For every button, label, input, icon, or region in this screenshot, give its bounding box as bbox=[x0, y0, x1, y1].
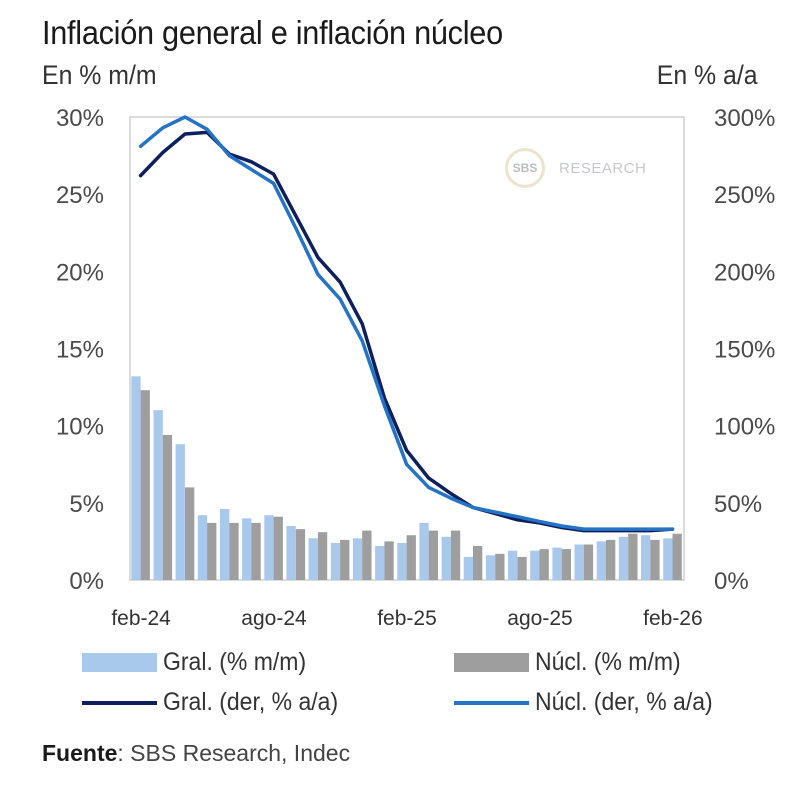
bar-gral-mm-dic-24 bbox=[352, 538, 363, 580]
bar-gral-mm-jun-25 bbox=[485, 555, 496, 580]
bar-nucl-mm-jul-24 bbox=[251, 522, 261, 580]
legend-item-gral-aa: Gral. (der, % a/a) bbox=[82, 688, 353, 717]
source-label: Fuente bbox=[42, 740, 118, 766]
right-y-tick-label: 150% bbox=[714, 337, 775, 364]
right-y-tick-label: 200% bbox=[714, 259, 775, 286]
bar-gral-mm-abr-24 bbox=[175, 444, 185, 580]
x-tick-label: ago-25 bbox=[507, 607, 572, 630]
bar-nucl-mm-ene-26 bbox=[650, 539, 660, 580]
bar-gral-mm-nov-25 bbox=[596, 541, 606, 580]
x-axis: feb-24 ago-24 feb-25 ago-25 feb-26 bbox=[111, 607, 702, 630]
bar-nucl-mm-feb-25 bbox=[406, 535, 416, 580]
bar-gral-mm-feb-26 bbox=[663, 538, 673, 580]
bar-nucl-mm-may-24 bbox=[207, 522, 217, 580]
bar-nucl-mm-sep-25 bbox=[561, 549, 571, 580]
bar-gral-mm-ene-25 bbox=[375, 546, 385, 580]
bar-nucl-mm-nov-24 bbox=[340, 539, 350, 580]
bar-gral-mm-mar-24 bbox=[153, 410, 163, 580]
right-axis-unit-label: En % a/a bbox=[657, 60, 758, 90]
sbs-research-watermark: SBS RESEARCH bbox=[505, 148, 646, 188]
line-group bbox=[138, 115, 675, 533]
left-y-tick-label: 10% bbox=[56, 414, 104, 441]
bar-nucl-mm-mar-25 bbox=[428, 530, 438, 580]
x-tick-label: feb-26 bbox=[643, 607, 703, 630]
left-y-tick-label: 25% bbox=[56, 182, 104, 209]
bar-nucl-mm-oct-25 bbox=[583, 544, 594, 580]
bar-nucl-mm-jul-25 bbox=[517, 556, 527, 580]
watermark-text: RESEARCH bbox=[559, 159, 647, 177]
legend-item-gral-mm: Gral. (% m/m) bbox=[82, 648, 319, 677]
bar-gral-mm-feb-24 bbox=[131, 376, 141, 580]
bar-gral-mm-ene-26 bbox=[641, 535, 651, 580]
bar-nucl-mm-feb-24 bbox=[140, 390, 150, 580]
right-y-tick-label: 300% bbox=[714, 105, 775, 132]
right-y-axis: 0% 50% 100% 150% 200% 250% 300% bbox=[714, 105, 775, 595]
right-y-tick-label: 250% bbox=[714, 182, 775, 209]
bar-nucl-mm-nov-25 bbox=[606, 539, 616, 580]
bar-nucl-mm-dic-25 bbox=[628, 533, 638, 580]
bar-nucl-mm-jun-24 bbox=[229, 522, 239, 580]
legend-label-gral-mm: Gral. (% m/m) bbox=[163, 648, 307, 676]
bar-nucl-mm-abr-24 bbox=[185, 487, 195, 580]
bar-gral-mm-oct-24 bbox=[308, 538, 318, 580]
left-y-tick-label: 15% bbox=[56, 337, 104, 364]
x-tick-label: feb-24 bbox=[111, 607, 171, 630]
bar-nucl-mm-feb-26 bbox=[672, 533, 682, 580]
bar-gral-mm-sep-24 bbox=[286, 526, 296, 580]
line-nucl-aa bbox=[138, 115, 675, 531]
legend-label-gral-aa: Gral. (der, % a/a) bbox=[163, 688, 339, 716]
left-axis-unit-label: En % m/m bbox=[42, 60, 157, 90]
x-tick-label: ago-24 bbox=[241, 607, 307, 630]
bar-gral-mm-ago-25 bbox=[530, 550, 540, 580]
line-gral-aa bbox=[138, 130, 675, 533]
legend-swatch-gral-aa bbox=[82, 700, 157, 705]
bar-gral-mm-sep-25 bbox=[552, 547, 562, 580]
right-y-tick-label: 50% bbox=[714, 491, 762, 518]
bar-gral-mm-feb-25 bbox=[397, 543, 407, 580]
legend-swatch-nucl-mm bbox=[454, 653, 529, 672]
legend-label-nucl-mm: Núcl. (% m/m) bbox=[535, 648, 681, 676]
bar-gral-mm-jun-24 bbox=[220, 509, 230, 580]
source-note: Fuente: SBS Research, Indec bbox=[42, 740, 350, 767]
bar-nucl-mm-ago-24 bbox=[273, 516, 283, 580]
chart-title: Inflación general e inflación núcleo bbox=[42, 14, 503, 51]
legend-swatch-nucl-aa bbox=[454, 700, 529, 705]
legend-label-nucl-aa: Núcl. (der, % a/a) bbox=[535, 688, 713, 716]
bar-gral-mm-nov-24 bbox=[330, 543, 341, 580]
bar-gral-mm-ago-24 bbox=[264, 515, 274, 580]
bar-nucl-mm-abr-25 bbox=[450, 530, 461, 580]
bar-gral-mm-abr-25 bbox=[441, 536, 451, 580]
bar-nucl-mm-oct-24 bbox=[317, 532, 328, 580]
left-y-axis: 0% 5% 10% 15% 20% 25% 30% bbox=[56, 105, 104, 595]
left-y-tick-label: 5% bbox=[69, 491, 104, 518]
bar-nucl-mm-ago-25 bbox=[539, 549, 549, 580]
legend-swatch-gral-mm bbox=[82, 653, 157, 672]
sbs-logo-icon: SBS bbox=[505, 148, 545, 188]
bar-gral-mm-mar-25 bbox=[419, 522, 429, 580]
right-y-tick-label: 0% bbox=[714, 568, 749, 595]
right-y-tick-label: 100% bbox=[714, 414, 775, 441]
bar-nucl-mm-mar-24 bbox=[162, 434, 173, 580]
x-tick-label: feb-25 bbox=[377, 607, 437, 630]
bar-gral-mm-jul-24 bbox=[242, 518, 252, 580]
bar-gral-mm-may-24 bbox=[197, 515, 208, 580]
left-y-tick-label: 30% bbox=[56, 105, 104, 132]
plot-frame bbox=[129, 116, 685, 581]
bar-nucl-mm-ene-25 bbox=[384, 541, 394, 580]
bar-nucl-mm-sep-24 bbox=[295, 529, 306, 580]
bar-nucl-mm-dic-24 bbox=[362, 530, 372, 580]
bar-gral-mm-may-25 bbox=[463, 556, 473, 580]
left-y-tick-label: 0% bbox=[69, 568, 104, 595]
source-text: : SBS Research, Indec bbox=[117, 740, 351, 766]
legend-item-nucl-aa: Núcl. (der, % a/a) bbox=[454, 688, 728, 717]
bar-nucl-mm-may-25 bbox=[473, 546, 483, 580]
left-y-tick-label: 20% bbox=[56, 259, 104, 286]
bar-group bbox=[131, 376, 682, 580]
bar-gral-mm-dic-25 bbox=[618, 536, 629, 580]
bar-gral-mm-oct-25 bbox=[574, 544, 584, 580]
bar-gral-mm-jul-25 bbox=[508, 550, 518, 580]
legend-item-nucl-mm: Núcl. (% m/m) bbox=[454, 648, 693, 677]
bar-nucl-mm-jun-25 bbox=[495, 553, 505, 580]
